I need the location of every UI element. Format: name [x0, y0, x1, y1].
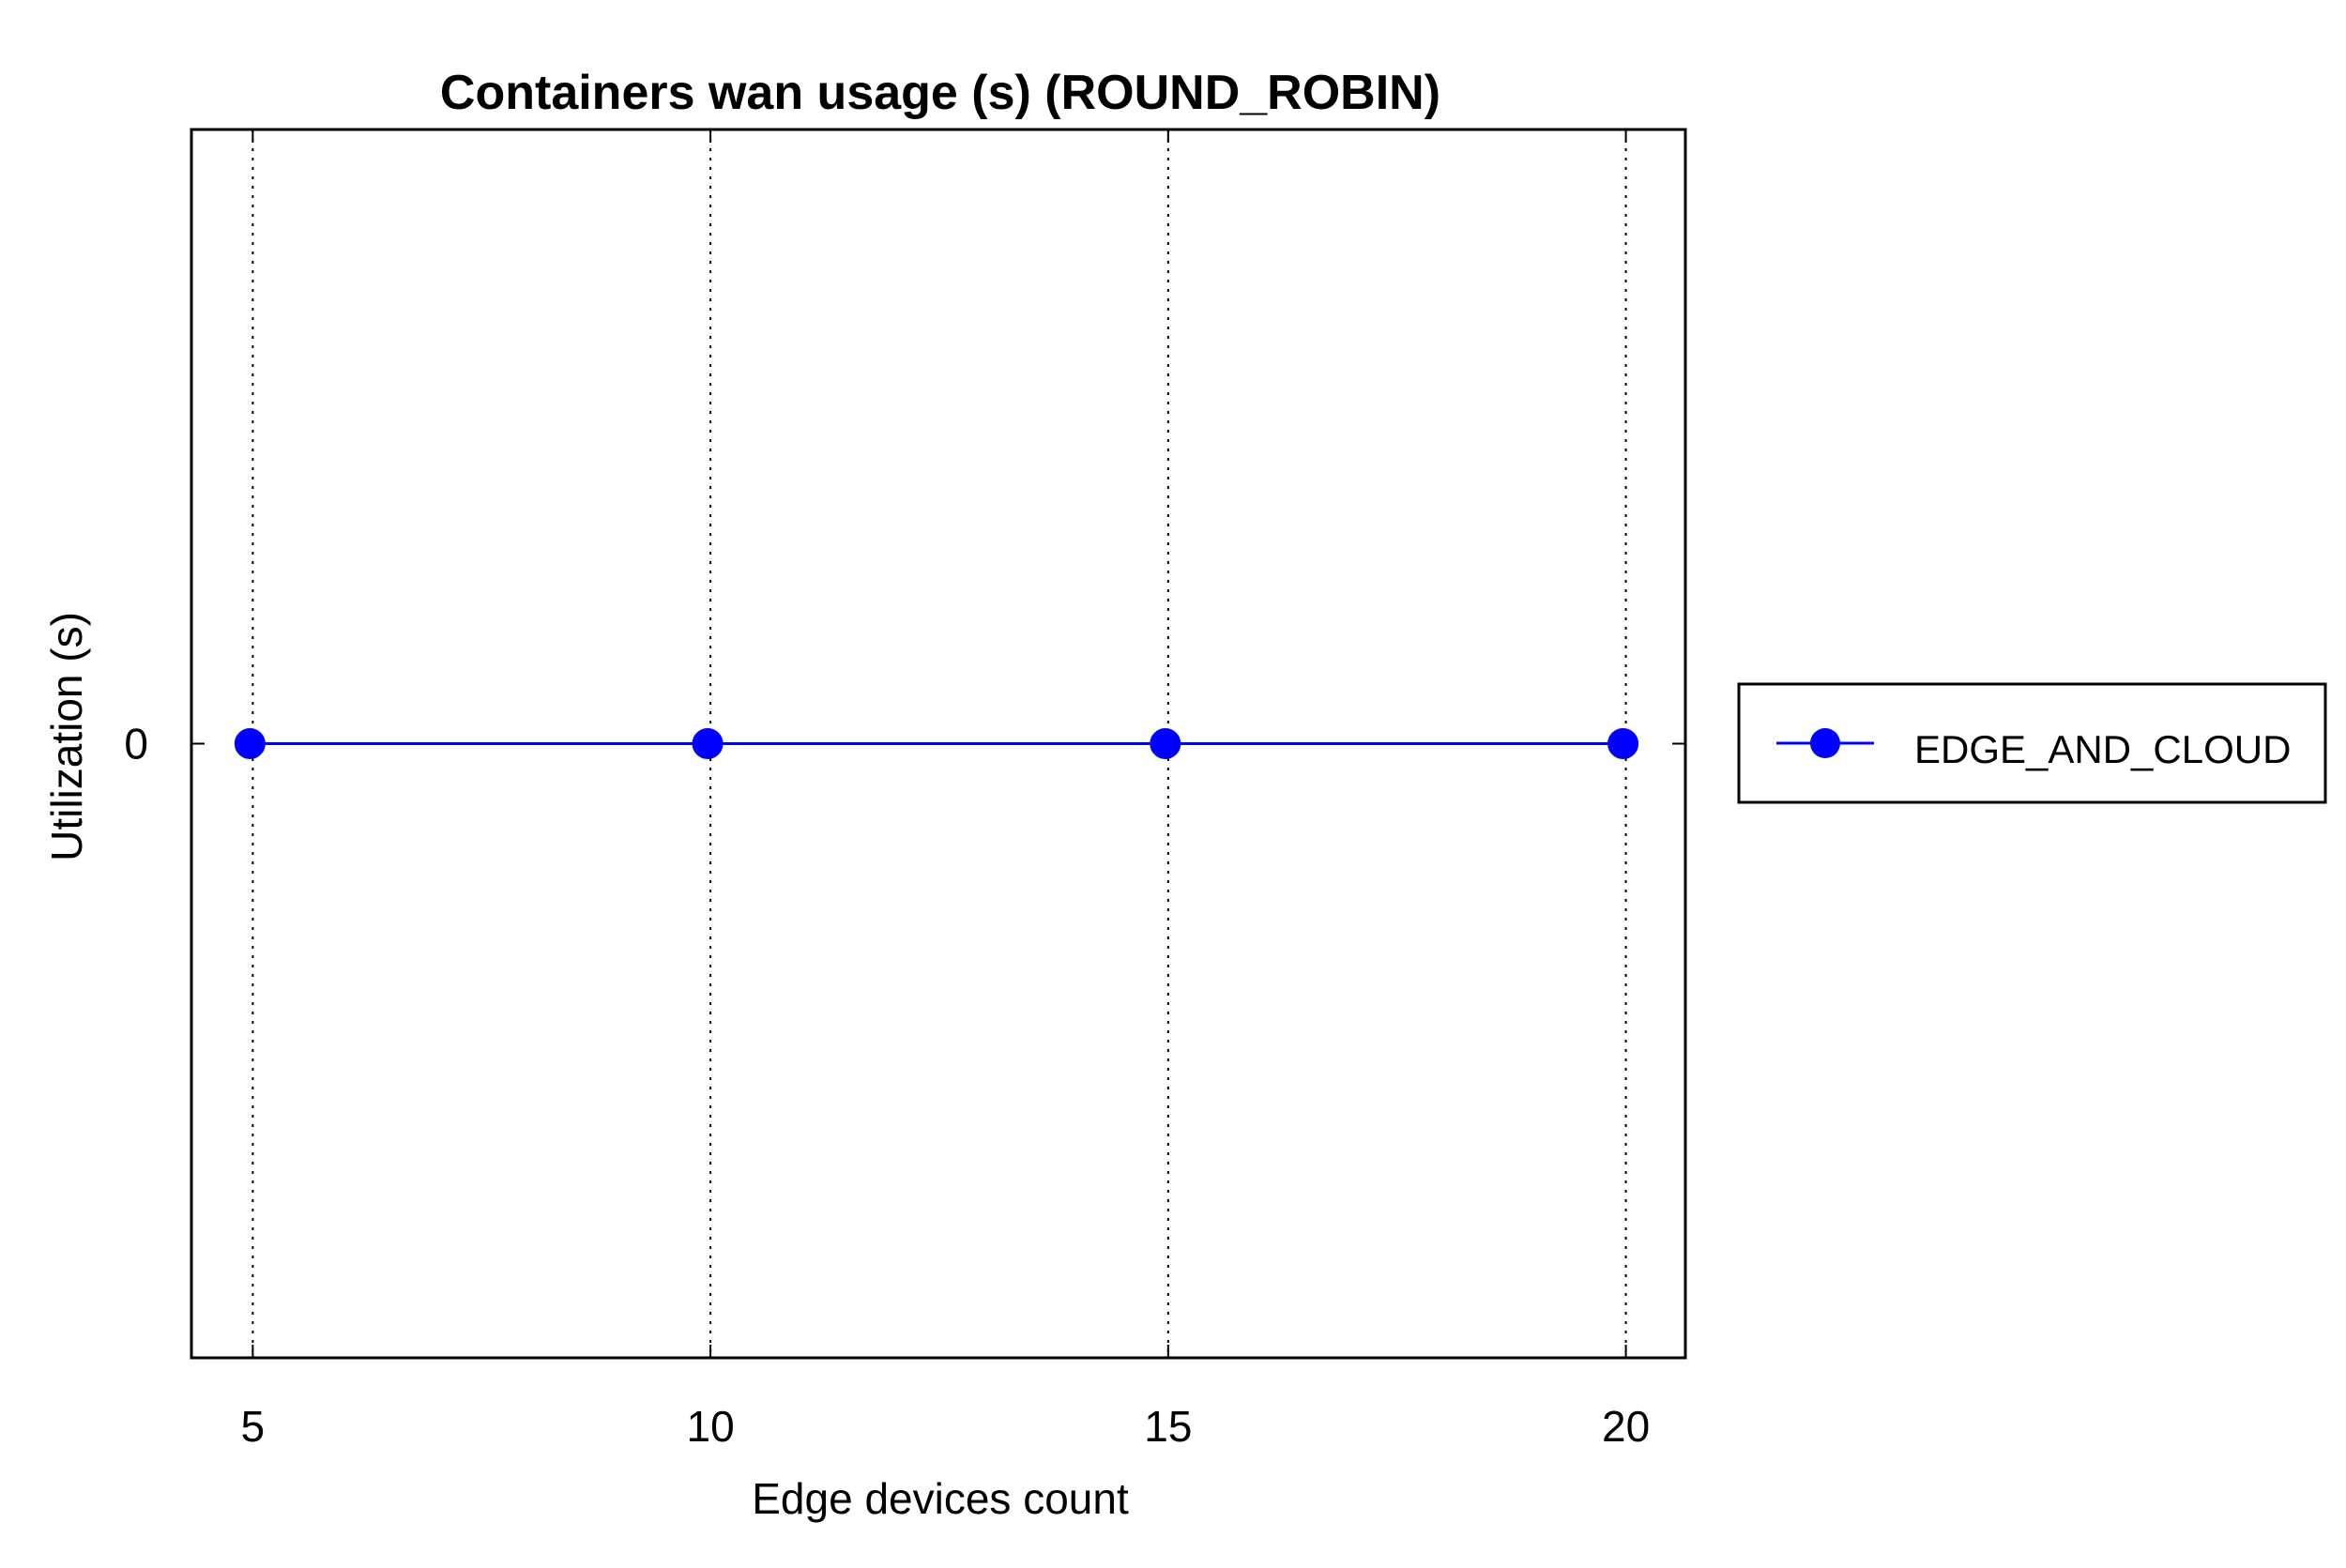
x-tick-label: 15: [1144, 1402, 1192, 1451]
data-point: [234, 728, 266, 759]
chart-title: Containers wan usage (s) (ROUND_ROBIN): [440, 66, 1440, 120]
x-tick-label: 20: [1602, 1402, 1650, 1451]
data-point: [1150, 728, 1181, 759]
y-tick-label: 0: [124, 720, 148, 769]
data-point: [1607, 728, 1639, 759]
y-tick-labels: 0: [124, 720, 148, 769]
legend: EDGE_AND_CLOUD: [1737, 682, 2327, 804]
legend-label: EDGE_AND_CLOUD: [1914, 727, 2291, 771]
x-tick-labels: 5 10 15 20: [241, 1402, 1651, 1451]
x-axis-label: Edge devices count: [752, 1474, 1129, 1523]
legend-marker: [1810, 728, 1840, 758]
grid-lines: [251, 129, 1627, 1358]
series-layer: [234, 728, 1639, 759]
x-tick-label: 10: [687, 1402, 735, 1451]
data-point: [692, 728, 724, 759]
x-tick-label: 5: [241, 1402, 266, 1451]
y-axis-label: Utilization (s): [42, 612, 91, 861]
axis-ticks: [191, 129, 1685, 1358]
